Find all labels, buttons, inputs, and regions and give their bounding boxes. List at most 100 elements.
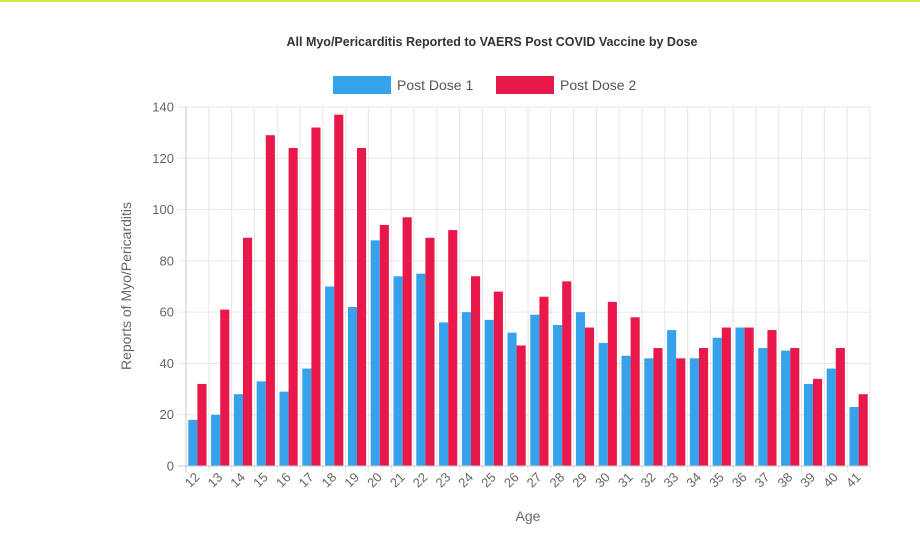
bar-post-dose-2-age-39[interactable]: Post Dose 2 39: 34 [813, 378, 823, 466]
bar-post-dose-2-age-40[interactable]: Post Dose 2 40: 46 [835, 348, 845, 466]
bar-post-dose-1-age-37[interactable]: Post Dose 1 37: 46 [758, 348, 768, 466]
x-tick-label: 12 [182, 470, 203, 491]
legend-swatch-post-dose-1[interactable] [333, 76, 391, 94]
bar-post-dose-2-age-17[interactable]: Post Dose 2 17: 132 [311, 127, 321, 466]
bar-post-dose-1-age-13[interactable]: Post Dose 1 13: 20 [211, 414, 221, 466]
bar-post-dose-1-age-34[interactable]: Post Dose 1 34: 42 [689, 358, 699, 466]
bar-post-dose-1-age-17[interactable]: Post Dose 1 17: 38 [302, 368, 312, 466]
bar-post-dose-1-age-16[interactable]: Post Dose 1 16: 29 [279, 391, 289, 466]
bar-post-dose-1-age-36[interactable]: Post Dose 1 36: 54 [735, 327, 745, 466]
axes [185, 107, 870, 472]
bar-post-dose-1-age-40[interactable]: Post Dose 1 40: 38 [826, 368, 836, 466]
bar-post-dose-1-age-24[interactable]: Post Dose 1 24: 60 [461, 312, 471, 466]
bar-post-dose-1-age-26[interactable]: Post Dose 1 26: 52 [507, 332, 517, 466]
y-tick-label: 120 [152, 151, 174, 166]
x-tick-label: 26 [501, 470, 522, 491]
bar-post-dose-2-age-25[interactable]: Post Dose 2 25: 68 [493, 291, 503, 466]
x-tick-label: 24 [455, 470, 476, 491]
bar-post-dose-1-age-41[interactable]: Post Dose 1 41: 23 [849, 407, 859, 466]
bar-post-dose-2-age-37[interactable]: Post Dose 2 37: 53 [767, 330, 777, 466]
bar-post-dose-2-age-31[interactable]: Post Dose 2 31: 58 [630, 317, 640, 466]
bar-post-dose-1-age-20[interactable]: Post Dose 1 20: 88 [370, 240, 380, 466]
bar-post-dose-1-age-39[interactable]: Post Dose 1 39: 32 [803, 383, 813, 466]
x-tick-label: 22 [410, 470, 431, 491]
x-tick-label: 33 [660, 470, 681, 491]
bar-post-dose-2-age-23[interactable]: Post Dose 2 23: 92 [448, 230, 458, 466]
x-tick-label: 38 [774, 470, 795, 491]
bar-post-dose-1-age-23[interactable]: Post Dose 1 23: 56 [439, 322, 449, 466]
top-accent-line [0, 0, 920, 2]
bar-post-dose-2-age-36[interactable]: Post Dose 2 36: 54 [744, 327, 754, 466]
bar-post-dose-2-age-30[interactable]: Post Dose 2 30: 64 [607, 301, 617, 466]
x-tick-label: 23 [432, 470, 453, 491]
bar-post-dose-2-age-16[interactable]: Post Dose 2 16: 124 [288, 148, 298, 466]
bar-post-dose-2-age-14[interactable]: Post Dose 2 14: 89 [243, 237, 253, 466]
x-tick-label: 21 [387, 470, 408, 491]
bar-post-dose-2-age-28[interactable]: Post Dose 2 28: 72 [562, 281, 572, 466]
bar-post-dose-2-age-24[interactable]: Post Dose 2 24: 74 [471, 276, 481, 466]
bar-post-dose-1-age-27[interactable]: Post Dose 1 27: 59 [530, 314, 540, 466]
x-tick-label: 28 [546, 470, 567, 491]
bar-post-dose-1-age-12[interactable]: Post Dose 1 12: 18 [188, 419, 198, 466]
bar-post-dose-1-age-15[interactable]: Post Dose 1 15: 33 [256, 381, 266, 466]
x-tick-label: 17 [296, 470, 317, 491]
y-tick-label: 0 [167, 459, 174, 474]
bar-post-dose-1-age-31[interactable]: Post Dose 1 31: 43 [621, 355, 631, 466]
bar-post-dose-2-age-22[interactable]: Post Dose 2 22: 89 [425, 237, 435, 466]
bar-post-dose-2-age-15[interactable]: Post Dose 2 15: 129 [265, 135, 275, 466]
legend-swatch-post-dose-2[interactable] [496, 76, 554, 94]
bar-post-dose-1-age-32[interactable]: Post Dose 1 32: 42 [644, 358, 654, 466]
bar-post-dose-2-age-21[interactable]: Post Dose 2 21: 97 [402, 217, 412, 466]
bar-post-dose-2-age-19[interactable]: Post Dose 2 19: 124 [357, 148, 367, 466]
bar-post-dose-1-age-25[interactable]: Post Dose 1 25: 57 [484, 319, 494, 466]
x-tick-labels: 12 13 14 15 16 17 18 19 20 21 22 23 24 25 26 27 28 29 30 31… [182, 470, 864, 491]
bar-post-dose-1-age-29[interactable]: Post Dose 1 29: 60 [575, 312, 585, 466]
x-tick-label: 18 [318, 470, 339, 491]
bar-post-dose-2-age-27[interactable]: Post Dose 2 27: 66 [539, 296, 549, 466]
y-tick-label: 140 [152, 100, 174, 115]
y-axis-title: Reports of Myo/Pericarditis [118, 202, 134, 370]
bar-post-dose-2-age-34[interactable]: Post Dose 2 34: 46 [699, 348, 709, 466]
x-tick-label: 41 [843, 470, 864, 491]
x-tick-label: 37 [752, 470, 773, 491]
bar-post-dose-2-age-29[interactable]: Post Dose 2 29: 54 [585, 327, 595, 466]
y-tick-label: 60 [160, 305, 174, 320]
x-tick-label: 15 [250, 470, 271, 491]
bar-post-dose-2-age-26[interactable]: Post Dose 2 26: 47 [516, 345, 526, 466]
chart-title: All Myo/Pericarditis Reported to VAERS P… [287, 35, 698, 49]
legend-label-post-dose-2[interactable]: Post Dose 2 [560, 77, 636, 93]
x-tick-label: 20 [364, 470, 385, 491]
bar-post-dose-1-age-21[interactable]: Post Dose 1 21: 74 [393, 276, 403, 466]
bar-post-dose-2-age-32[interactable]: Post Dose 2 32: 46 [653, 348, 663, 466]
x-tick-label: 35 [706, 470, 727, 491]
bar-post-dose-2-age-35[interactable]: Post Dose 2 35: 54 [721, 327, 731, 466]
bar-post-dose-2-age-20[interactable]: Post Dose 2 20: 94 [379, 224, 389, 466]
bars: Post Dose 1 12: 18Post Dose 2 12: 32 Post… [188, 114, 868, 467]
bar-post-dose-1-age-30[interactable]: Post Dose 1 30: 48 [598, 342, 608, 466]
bar-post-dose-2-age-18[interactable]: Post Dose 2 18: 137 [334, 114, 344, 466]
x-tick-label: 27 [524, 470, 545, 491]
bar-post-dose-1-age-35[interactable]: Post Dose 1 35: 50 [712, 337, 722, 466]
bar-post-dose-1-age-38[interactable]: Post Dose 1 38: 45 [781, 350, 791, 466]
x-tick-label: 36 [729, 470, 750, 491]
bar-post-dose-1-age-19[interactable]: Post Dose 1 19: 62 [347, 307, 357, 466]
bar-post-dose-2-age-41[interactable]: Post Dose 2 41: 28 [858, 394, 868, 466]
bar-post-dose-2-age-33[interactable]: Post Dose 2 33: 42 [676, 358, 686, 466]
x-tick-label: 39 [797, 470, 818, 491]
bar-post-dose-1-age-22[interactable]: Post Dose 1 22: 75 [416, 273, 426, 466]
legend-label-post-dose-1[interactable]: Post Dose 1 [397, 77, 473, 93]
bar-post-dose-2-age-12[interactable]: Post Dose 2 12: 32 [197, 383, 207, 466]
y-tick-label: 80 [160, 253, 174, 268]
bar-post-dose-1-age-33[interactable]: Post Dose 1 33: 53 [667, 330, 677, 466]
bar-post-dose-2-age-38[interactable]: Post Dose 2 38: 46 [790, 348, 800, 466]
bar-post-dose-1-age-18[interactable]: Post Dose 1 18: 70 [325, 286, 335, 467]
bar-post-dose-1-age-14[interactable]: Post Dose 1 14: 28 [233, 394, 243, 466]
legend: Post Dose 1 Post Dose 2 [333, 76, 636, 94]
bar-post-dose-2-age-13[interactable]: Post Dose 2 13: 61 [220, 309, 230, 466]
bar-post-dose-1-age-28[interactable]: Post Dose 1 28: 55 [553, 324, 563, 466]
gridlines [178, 106, 871, 472]
x-tick-label: 16 [273, 470, 294, 491]
y-tick-label: 100 [152, 202, 174, 217]
x-tick-label: 13 [204, 470, 225, 491]
